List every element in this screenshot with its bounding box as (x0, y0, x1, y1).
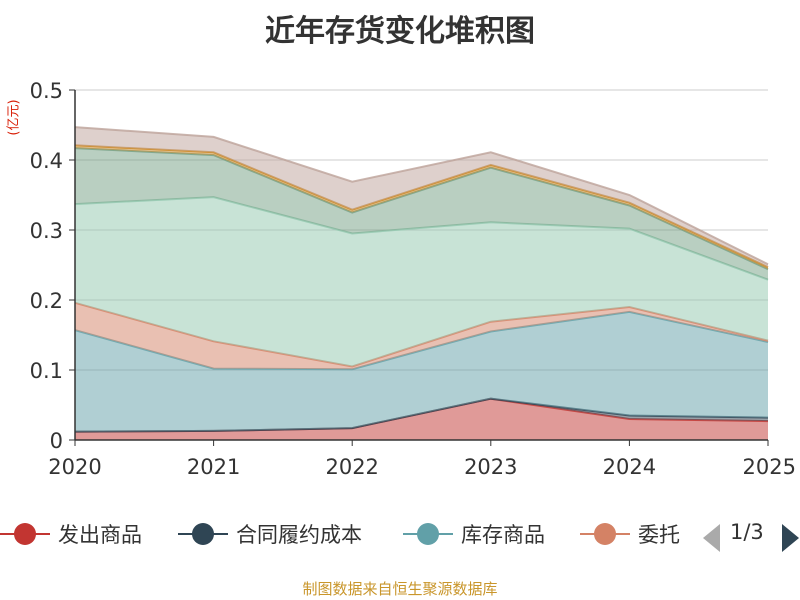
series-line-8 (74, 126, 769, 266)
y-tick-label: 0.3 (30, 219, 63, 243)
x-tick-label: 2022 (325, 455, 378, 479)
x-tick-label: 2024 (603, 455, 656, 479)
area-series-4 (75, 302, 768, 370)
legend-symbol (403, 516, 453, 552)
y-tick-label: 0.4 (30, 149, 63, 173)
axes (69, 89, 769, 446)
x-tick-label: 2021 (187, 455, 240, 479)
area-series-3 (75, 311, 768, 432)
legend-symbol (0, 516, 50, 552)
source-note: 制图数据来自恒生聚源数据库 (302, 580, 498, 598)
legend-label: 委托 (638, 523, 680, 547)
legend-items: 发出商品 合同履约成本 库存商品 委托 (0, 516, 686, 552)
area-series-6 (75, 148, 768, 280)
tick-labels: 0 0.1 0.2 0.3 0.4 0.5 2020 2021 2022 2023 2024 2025 (30, 79, 796, 479)
y-tick-label: 0.1 (30, 359, 63, 383)
x-tick-label: 2023 (464, 455, 517, 479)
legend-prev-page-icon[interactable] (703, 524, 720, 552)
stacked-area-chart: 0 0.1 0.2 0.3 0.4 0.5 2020 2021 2022 2023 2024 2025 (30, 79, 796, 479)
y-tick-label: 0.2 (30, 289, 63, 313)
legend-item-1[interactable]: 发出商品 (0, 516, 142, 552)
legend-label: 库存商品 (461, 523, 545, 547)
legend-item-2[interactable]: 合同履约成本 (178, 516, 362, 552)
chart-title: 近年存货变化堆积图 (265, 14, 535, 49)
legend-label: 合同履约成本 (236, 523, 362, 547)
legend-item-4[interactable]: 委托 (580, 516, 680, 552)
legend-page-indicator: 1/3 (730, 520, 764, 544)
area-series-5 (75, 197, 768, 367)
area-series (74, 126, 769, 440)
x-tick-label: 2025 (743, 455, 796, 479)
x-tick-label: 2020 (48, 455, 101, 479)
legend-next-page-icon[interactable] (782, 524, 799, 552)
legend-item-3[interactable]: 库存商品 (403, 516, 545, 552)
y-tick-label: 0 (50, 429, 63, 453)
legend-symbol (580, 516, 630, 552)
legend-label: 发出商品 (58, 523, 142, 547)
area-series-1 (75, 398, 768, 440)
legend: 发出商品 合同履约成本 库存商品 委托 1/3 (0, 516, 800, 552)
legend-symbol (178, 516, 228, 552)
area-series-8 (75, 127, 768, 268)
y-tick-label: 0.5 (30, 79, 63, 103)
